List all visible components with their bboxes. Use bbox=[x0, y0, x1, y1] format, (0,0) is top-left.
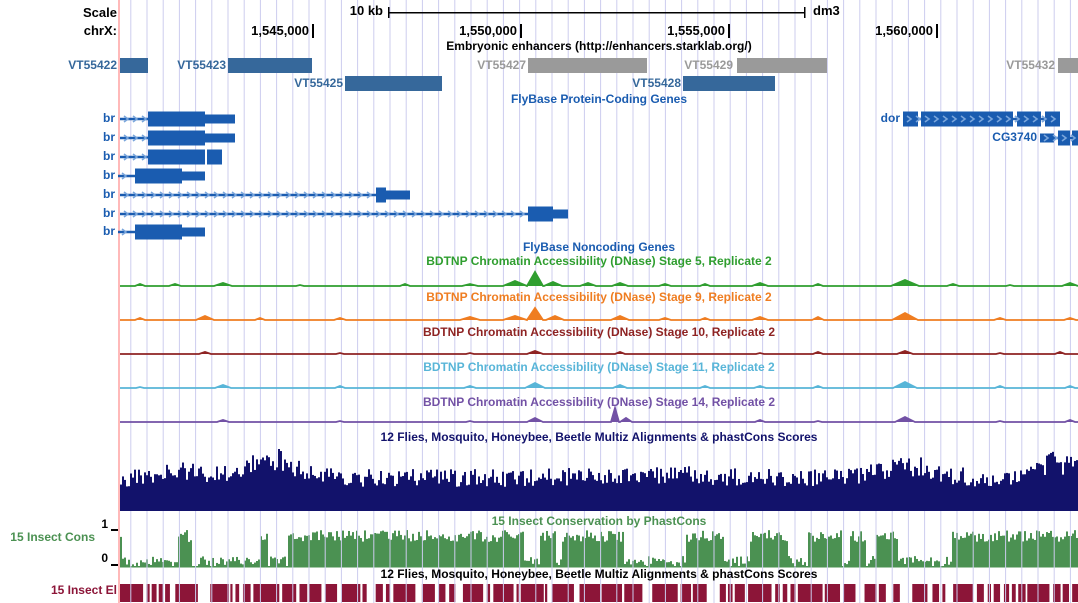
enhancer-label[interactable]: VT55427 bbox=[477, 58, 526, 72]
gene-br-5[interactable] bbox=[120, 206, 568, 222]
enhancer-box-VT55428 bbox=[683, 76, 775, 91]
gene-label-cg3740[interactable]: CG3740 bbox=[992, 130, 1037, 144]
gene-label-br[interactable]: br bbox=[103, 149, 115, 163]
enhancer-label[interactable]: VT55432 bbox=[1006, 58, 1055, 72]
coordinate-label: 1,550,000 bbox=[459, 23, 517, 38]
gene-glyphs[interactable] bbox=[118, 111, 1078, 240]
track-label-insect-elements[interactable]: 15 Insect El bbox=[50, 583, 117, 597]
track-title-embryonic-enhancers: Embryonic enhancers (http://enhancers.st… bbox=[446, 39, 752, 53]
track-title-noncoding-genes: FlyBase Noncoding Genes bbox=[522, 240, 676, 254]
track-title-dnase-stage14: BDTNP Chromatin Accessibility (DNase) St… bbox=[422, 395, 776, 409]
conserved-elements-track[interactable] bbox=[120, 584, 1078, 602]
gene-br-0[interactable] bbox=[120, 111, 235, 127]
track-title-multiz: 12 Flies, Mosquito, Honeybee, Beetle Mul… bbox=[380, 430, 818, 444]
gene-CG3740[interactable] bbox=[1040, 130, 1078, 146]
blue-guidelines bbox=[118, 0, 1071, 603]
gene-br-4[interactable] bbox=[120, 187, 410, 203]
dnase-signal-2[interactable] bbox=[120, 350, 1078, 355]
gene-label-br[interactable]: br bbox=[103, 187, 115, 201]
gene-br-6[interactable] bbox=[118, 224, 205, 240]
gene-br-1[interactable] bbox=[120, 130, 235, 146]
enhancer-label[interactable]: VT55422 bbox=[68, 58, 117, 72]
track-title-dnase-stage11: BDTNP Chromatin Accessibility (DNase) St… bbox=[423, 360, 775, 374]
enhancer-box-VT55429 bbox=[737, 58, 827, 73]
enhancer-label[interactable]: VT55423 bbox=[177, 58, 226, 72]
dnase-signal-0[interactable] bbox=[120, 270, 1078, 288]
enhancer-box-VT55425 bbox=[345, 76, 442, 91]
enhancer-box-VT55427 bbox=[528, 58, 647, 73]
coordinate-label: 1,545,000 bbox=[251, 23, 309, 38]
track-title-multiz-elements: 12 Flies, Mosquito, Honeybee, Beetle Mul… bbox=[380, 567, 818, 581]
gene-br-2[interactable] bbox=[120, 149, 222, 165]
track-title-dnase-stage9: BDTNP Chromatin Accessibility (DNase) St… bbox=[426, 290, 772, 304]
dnase-signal-3[interactable] bbox=[120, 380, 1078, 389]
dnase-signal-4[interactable] bbox=[120, 404, 1078, 423]
enhancer-box-VT55432 bbox=[1058, 58, 1078, 73]
gene-label-br[interactable]: br bbox=[103, 168, 115, 182]
enhancer-box-VT55423 bbox=[228, 58, 312, 73]
enhancer-label[interactable]: VT55429 bbox=[684, 58, 733, 72]
dnase-signal-1[interactable] bbox=[120, 306, 1078, 322]
gene-label-br[interactable]: br bbox=[103, 111, 115, 125]
enhancer-boxes[interactable] bbox=[120, 58, 1078, 91]
coordinate-label: 1,555,000 bbox=[667, 23, 725, 38]
coordinate-label: 1,560,000 bbox=[875, 23, 933, 38]
phastcons-histogram[interactable] bbox=[120, 530, 1078, 568]
phastcons-axis-max: 1 bbox=[101, 517, 108, 531]
track-title-protein-coding-genes: FlyBase Protein-Coding Genes bbox=[510, 92, 688, 106]
gene-dor[interactable] bbox=[903, 111, 1060, 127]
scale-bar-label: 10 kb bbox=[349, 3, 383, 18]
chromosome-label: chrX: bbox=[83, 23, 117, 38]
gene-label-br[interactable]: br bbox=[103, 206, 115, 220]
scale-label: Scale bbox=[83, 5, 117, 20]
gene-label-dor[interactable]: dor bbox=[880, 111, 900, 125]
ruler-marks bbox=[111, 7, 938, 566]
multiz-histogram[interactable] bbox=[120, 449, 1078, 511]
track-label-insect-cons[interactable]: 15 Insect Cons bbox=[10, 530, 95, 544]
phastcons-axis-min: 0 bbox=[101, 551, 108, 565]
enhancer-box-VT55422 bbox=[120, 58, 148, 73]
track-title-dnase-stage5: BDTNP Chromatin Accessibility (DNase) St… bbox=[426, 254, 772, 268]
track-title-phastcons: 15 Insect Conservation by PhastCons bbox=[491, 514, 707, 528]
gene-br-3[interactable] bbox=[118, 168, 205, 184]
track-title-dnase-stage10: BDTNP Chromatin Accessibility (DNase) St… bbox=[422, 325, 776, 339]
assembly-label: dm3 bbox=[813, 3, 840, 18]
pink-guideline bbox=[118, 0, 120, 603]
enhancer-label[interactable]: VT55428 bbox=[632, 76, 681, 90]
gene-label-br[interactable]: br bbox=[103, 130, 115, 144]
gene-label-br[interactable]: br bbox=[103, 224, 115, 238]
enhancer-label[interactable]: VT55425 bbox=[294, 76, 343, 90]
